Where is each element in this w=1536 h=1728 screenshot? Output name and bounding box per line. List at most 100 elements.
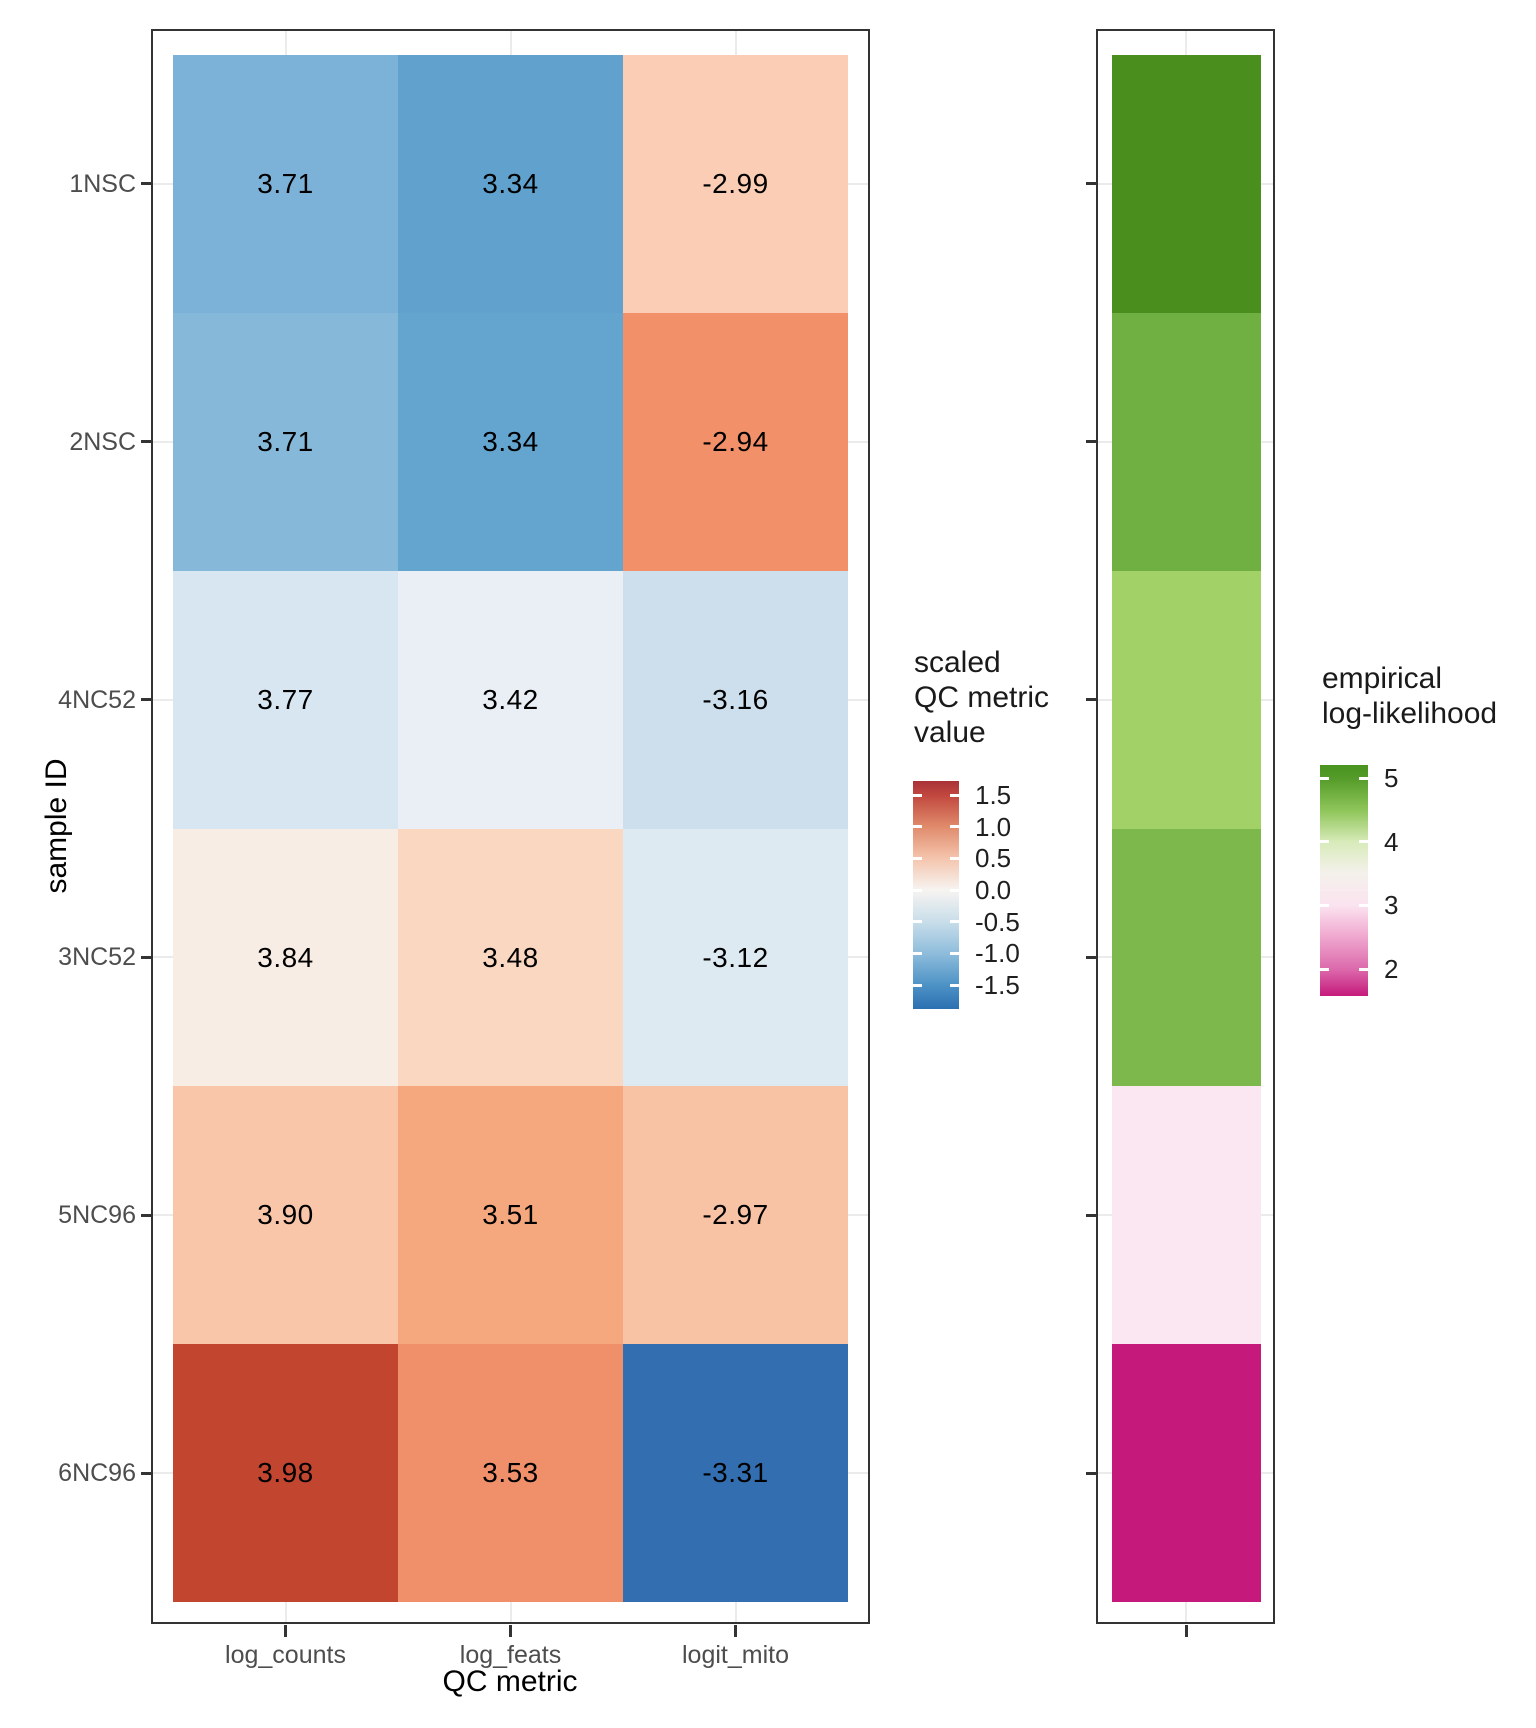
x-axis-tick xyxy=(509,1625,512,1637)
x-axis-tick xyxy=(734,1625,737,1637)
y-tick-label-5NC96: 5NC96 xyxy=(58,1201,136,1230)
heatmap-cell-4NC52-logit_mito: -3.16 xyxy=(623,570,848,829)
y-axis-tick xyxy=(141,1471,151,1475)
colorbar-tick-label: -0.5 xyxy=(975,906,1020,937)
colorbar-tick xyxy=(913,825,922,829)
y-tick-label-6NC96: 6NC96 xyxy=(58,1459,136,1488)
x-axis-tick xyxy=(284,1625,287,1637)
heatmap-cell-value: 3.42 xyxy=(482,683,539,715)
x-tick-label-log_feats: log_feats xyxy=(459,1641,562,1669)
likelihood-y-tick xyxy=(1086,440,1096,444)
colorbar-tick xyxy=(1320,776,1329,780)
colorbar-tick-label: 1.0 xyxy=(975,811,1012,842)
colorbar-tick-label: 3 xyxy=(1384,890,1399,921)
colorbar-tick xyxy=(1359,840,1368,844)
heatmap-cell-2NSC-log_counts: 3.71 xyxy=(173,312,398,572)
legend-title-line: log-likelihood xyxy=(1322,697,1498,730)
heatmap-cell-5NC96-logit_mito: -2.97 xyxy=(623,1086,848,1345)
colorbar-tick xyxy=(1359,967,1368,971)
legend-title-line: value xyxy=(914,716,986,749)
likelihood-y-tick xyxy=(1086,698,1096,702)
heatmap-cell-value: 3.48 xyxy=(482,941,539,973)
heatmap-cell-value: 3.77 xyxy=(257,683,314,715)
colorbar-tick xyxy=(1359,903,1368,907)
colorbar-tick xyxy=(950,888,959,892)
scaled-qc-metric-colorbar xyxy=(913,781,959,1009)
x-tick-label-log_counts: log_counts xyxy=(225,1641,346,1669)
heatmap-cell-3NC52-log_feats: 3.48 xyxy=(398,828,623,1087)
legend-title-line: empirical xyxy=(1322,662,1443,695)
colorbar-tick-label: -1.0 xyxy=(975,938,1020,969)
empirical-log-likelihood-colorbar xyxy=(1320,765,1368,996)
y-axis-tick xyxy=(141,955,151,959)
heatmap-cell-value: 3.53 xyxy=(482,1457,539,1489)
heatmap-cell-value: 3.34 xyxy=(482,425,539,457)
x-tick-label-logit_mito: logit_mito xyxy=(682,1641,789,1669)
legend-title-line: QC metric xyxy=(914,681,1049,714)
colorbar-tick xyxy=(950,793,959,797)
colorbar-tick xyxy=(913,856,922,860)
colorbar-tick xyxy=(950,951,959,955)
likelihood-cell-1NSC xyxy=(1112,55,1261,314)
heatmap-cell-value: -2.97 xyxy=(702,1199,769,1231)
heatmap-cell-5NC96-log_counts: 3.90 xyxy=(173,1086,398,1345)
y-tick-label-4NC52: 4NC52 xyxy=(58,685,136,714)
heatmap-cell-6NC96-logit_mito: -3.31 xyxy=(623,1344,848,1603)
colorbar-tick xyxy=(1359,776,1368,780)
colorbar-tick xyxy=(913,888,922,892)
heatmap-cell-2NSC-logit_mito: -2.94 xyxy=(623,312,848,572)
y-axis-tick xyxy=(141,1213,151,1217)
heatmap-cell-value: -3.12 xyxy=(702,941,769,973)
colorbar-tick xyxy=(950,825,959,829)
colorbar-tick xyxy=(913,793,922,797)
likelihood-cell-5NC96 xyxy=(1112,1086,1261,1345)
legend-title-line: scaled xyxy=(914,646,1001,679)
y-tick-label-1NSC: 1NSC xyxy=(69,169,136,198)
heatmap-cell-4NC52-log_counts: 3.77 xyxy=(173,570,398,829)
y-tick-label-3NC52: 3NC52 xyxy=(58,943,136,972)
y-axis-tick xyxy=(141,698,151,702)
colorbar-tick xyxy=(1320,840,1329,844)
heatmap-cell-1NSC-logit_mito: -2.99 xyxy=(623,55,848,314)
likelihood-y-tick xyxy=(1086,955,1096,959)
heatmap-cell-2NSC-log_feats: 3.34 xyxy=(398,312,623,572)
likelihood-y-tick xyxy=(1086,182,1096,186)
likelihood-y-tick xyxy=(1086,1471,1096,1475)
y-axis-tick xyxy=(141,440,151,444)
colorbar-tick xyxy=(913,951,922,955)
likelihood-y-tick xyxy=(1086,1213,1096,1217)
heatmap-cell-6NC96-log_feats: 3.53 xyxy=(398,1344,623,1603)
heatmap-cell-value: -2.94 xyxy=(702,425,769,457)
colorbar-tick xyxy=(913,920,922,924)
colorbar-tick-label: -1.5 xyxy=(975,970,1020,1001)
y-axis-tick xyxy=(141,182,151,186)
heatmap-cell-value: 3.84 xyxy=(257,941,314,973)
heatmap-cell-4NC52-log_feats: 3.42 xyxy=(398,570,623,829)
likelihood-cell-2NSC xyxy=(1112,312,1261,572)
likelihood-x-tick xyxy=(1184,1625,1188,1637)
heatmap-cell-value: -3.16 xyxy=(702,683,769,715)
legend-empirical-log-likelihood-title: empirical log-likelihood xyxy=(1322,661,1497,731)
heatmap-cell-6NC96-log_counts: 3.98 xyxy=(173,1344,398,1603)
likelihood-cell-6NC96 xyxy=(1112,1344,1261,1603)
x-axis-title: QC metric xyxy=(442,1665,578,1698)
heatmap-cell-3NC52-log_counts: 3.84 xyxy=(173,828,398,1087)
likelihood-cell-4NC52 xyxy=(1112,570,1261,829)
heatmap-cell-value: 3.71 xyxy=(257,425,314,457)
colorbar-tick xyxy=(950,856,959,860)
heatmap-cell-1NSC-log_counts: 3.71 xyxy=(173,55,398,314)
colorbar-tick xyxy=(1320,967,1329,971)
heatmap-cell-value: 3.98 xyxy=(257,1457,314,1489)
y-tick-label-2NSC: 2NSC xyxy=(69,427,136,456)
colorbar-tick-label: 0.5 xyxy=(975,843,1012,874)
colorbar-tick-label: 4 xyxy=(1384,826,1399,857)
legend-scaled-qc-metric-title: scaled QC metric value xyxy=(914,645,1049,750)
colorbar-tick xyxy=(950,920,959,924)
colorbar-tick-label: 0.0 xyxy=(975,875,1012,905)
heatmap-cell-value: -2.99 xyxy=(702,168,769,200)
colorbar-tick-label: 1.5 xyxy=(975,780,1012,810)
heatmap-cell-value: 3.90 xyxy=(257,1199,314,1231)
colorbar-tick-label: 5 xyxy=(1384,763,1399,793)
heatmap-cell-3NC52-logit_mito: -3.12 xyxy=(623,828,848,1087)
y-axis-title: sample ID xyxy=(40,758,73,894)
